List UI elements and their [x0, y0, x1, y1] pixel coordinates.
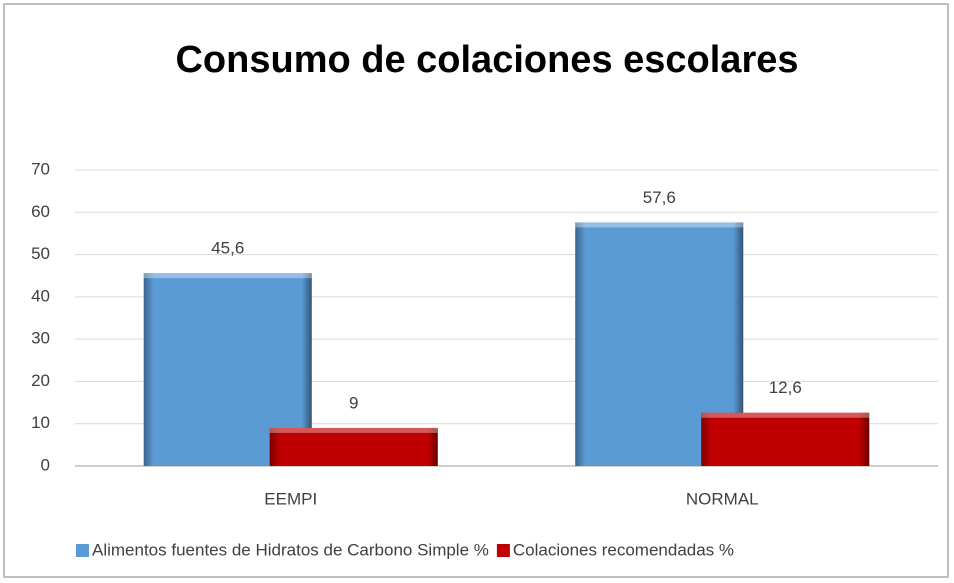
y-tick-label: 10	[31, 413, 50, 432]
legend-label: Alimentos fuentes de Hidratos de Carbono…	[92, 540, 489, 559]
bar-bevel	[269, 427, 438, 466]
y-tick-label: 40	[31, 286, 50, 305]
legend-swatch	[76, 544, 89, 557]
y-tick-label: 70	[31, 159, 50, 178]
y-tick-label: 60	[31, 202, 50, 221]
y-tick-label: 20	[31, 371, 50, 390]
data-label: 9	[349, 393, 358, 412]
y-tick-label: 0	[41, 455, 50, 474]
bar-top	[575, 222, 744, 228]
legend-swatch	[496, 544, 510, 557]
bar-top	[269, 427, 438, 433]
data-label: 12,6	[769, 378, 802, 397]
data-label: 45,6	[211, 239, 244, 258]
y-tick-label: 30	[31, 329, 50, 348]
data-label: 57,6	[643, 188, 676, 207]
bar-top	[143, 273, 312, 279]
x-tick-label: NORMAL	[686, 489, 759, 508]
chart-title: Consumo de colaciones escolares	[175, 39, 798, 81]
x-tick-label: EEMPI	[264, 489, 317, 508]
bar-bevel	[701, 412, 870, 466]
y-tick-label: 50	[31, 244, 50, 263]
legend-label: Colaciones recomendadas %	[513, 540, 734, 559]
bar-top	[701, 412, 870, 418]
